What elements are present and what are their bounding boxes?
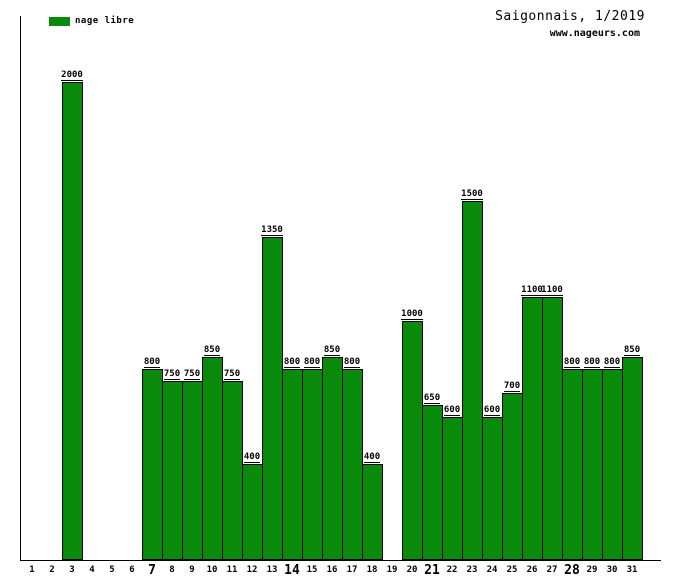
- x-axis-label-2: 2: [49, 565, 55, 575]
- bar-day-10: [202, 357, 223, 560]
- x-axis-label-1: 1: [29, 565, 35, 575]
- x-axis-label-10: 10: [206, 565, 218, 575]
- x-axis-label-18: 18: [366, 565, 378, 575]
- x-axis-label-28: 28: [564, 563, 580, 578]
- chart-title: Saigonnais, 1/2019: [495, 9, 645, 24]
- bar-day-25: [502, 393, 523, 560]
- bar-day-31: [622, 357, 643, 560]
- bar-value-label-29: 800: [583, 357, 601, 368]
- x-axis-label-7: 7: [148, 563, 156, 578]
- bar-value-label-22: 600: [443, 405, 461, 416]
- x-axis-label-12: 12: [246, 565, 258, 575]
- website-text: www.nageurs.com: [549, 28, 640, 39]
- x-axis-label-29: 29: [586, 565, 598, 575]
- bar-day-15: [302, 369, 323, 560]
- x-axis-label-23: 23: [466, 565, 478, 575]
- bar-day-13: [262, 237, 283, 560]
- x-axis-label-19: 19: [386, 565, 398, 575]
- bar-day-26: [522, 297, 543, 560]
- bar-value-label-11: 750: [223, 369, 241, 380]
- bar-value-label-12: 400: [243, 452, 261, 463]
- bar-value-label-10: 850: [203, 345, 221, 356]
- bar-day-28: [562, 369, 583, 560]
- bar-value-label-24: 600: [483, 405, 501, 416]
- x-axis-label-11: 11: [226, 565, 238, 575]
- x-axis-label-13: 13: [266, 565, 278, 575]
- x-axis-label-27: 27: [546, 565, 558, 575]
- legend: nage libre: [49, 16, 134, 26]
- bar-value-label-21: 650: [423, 393, 441, 404]
- bar-value-label-23: 1500: [461, 189, 483, 200]
- bar-day-16: [322, 357, 343, 560]
- bar-day-21: [422, 405, 443, 560]
- bar-day-7: [142, 369, 163, 560]
- legend-label: nage libre: [75, 16, 135, 26]
- bar-value-label-14: 800: [283, 357, 301, 368]
- x-axis-label-14: 14: [284, 563, 300, 578]
- bar-value-label-16: 850: [323, 345, 341, 356]
- bar-day-8: [162, 381, 183, 560]
- bar-value-label-26: 1100: [521, 285, 543, 296]
- x-axis-label-6: 6: [129, 565, 135, 575]
- bar-day-27: [542, 297, 563, 560]
- x-axis-label-8: 8: [169, 565, 175, 575]
- x-axis-label-20: 20: [406, 565, 418, 575]
- bar-value-label-20: 1000: [401, 309, 423, 320]
- bar-day-22: [442, 417, 463, 560]
- x-axis-label-16: 16: [326, 565, 338, 575]
- x-axis-label-3: 3: [69, 565, 75, 575]
- bar-day-17: [342, 369, 363, 560]
- x-axis-label-5: 5: [109, 565, 115, 575]
- x-axis-label-4: 4: [89, 565, 95, 575]
- bar-value-label-28: 800: [563, 357, 581, 368]
- x-axis-label-15: 15: [306, 565, 318, 575]
- bar-day-14: [282, 369, 303, 560]
- bar-value-label-30: 800: [603, 357, 621, 368]
- x-axis-line: [20, 560, 661, 561]
- bar-value-label-7: 800: [143, 357, 161, 368]
- bar-value-label-31: 850: [623, 345, 641, 356]
- bar-day-23: [462, 201, 483, 560]
- x-axis-label-22: 22: [446, 565, 458, 575]
- x-axis-label-21: 21: [424, 563, 440, 578]
- bar-day-20: [402, 321, 423, 560]
- x-axis-label-30: 30: [606, 565, 618, 575]
- bar-value-label-3: 2000: [61, 70, 83, 81]
- bar-day-9: [182, 381, 203, 560]
- bar-value-label-25: 700: [503, 381, 521, 392]
- bar-day-12: [242, 464, 263, 560]
- bar-value-label-15: 800: [303, 357, 321, 368]
- bar-day-11: [222, 381, 243, 560]
- bar-value-label-8: 750: [163, 369, 181, 380]
- x-axis-label-31: 31: [626, 565, 638, 575]
- bar-value-label-13: 1350: [261, 225, 283, 236]
- bar-day-18: [362, 464, 383, 560]
- y-axis-line: [20, 16, 21, 561]
- bar-day-30: [602, 369, 623, 560]
- bar-value-label-18: 400: [363, 452, 381, 463]
- x-axis-label-25: 25: [506, 565, 518, 575]
- x-axis-label-24: 24: [486, 565, 498, 575]
- bar-day-24: [482, 417, 503, 560]
- title-block: Saigonnais, 1/2019 www.nageurs.com: [495, 9, 645, 39]
- legend-color-swatch: [49, 16, 70, 26]
- x-axis-label-9: 9: [189, 565, 195, 575]
- x-axis-label-17: 17: [346, 565, 358, 575]
- bar-value-label-17: 800: [343, 357, 361, 368]
- x-axis-label-26: 26: [526, 565, 538, 575]
- bar-day-29: [582, 369, 603, 560]
- bar-value-label-27: 1100: [541, 285, 563, 296]
- bar-value-label-9: 750: [183, 369, 201, 380]
- bar-day-3: [62, 82, 83, 560]
